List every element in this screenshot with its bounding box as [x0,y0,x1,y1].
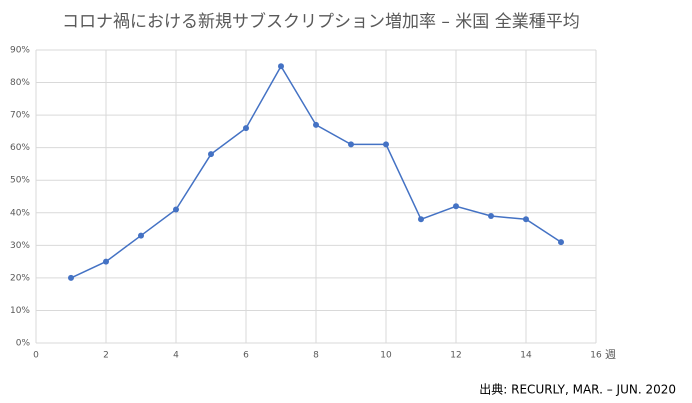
x-axis-label: 週 [605,348,616,361]
point [488,213,494,220]
x-tick-label: 14 [520,351,532,361]
point [348,141,354,148]
x-tick-label: 0 [33,351,39,361]
x-tick-label: 10 [380,351,392,361]
point [103,258,109,265]
x-tick-label: 6 [243,351,249,361]
point [173,206,179,213]
point [278,63,284,70]
y-tick-label: 0% [16,339,31,349]
y-tick-label: 60% [10,143,30,153]
x-tick-label: 8 [313,351,319,361]
source-note: 出典: RECURLY, MAR. – JUN. 2020 [479,383,676,397]
y-tick-label: 90% [10,46,30,56]
point [453,203,459,210]
point [68,274,74,281]
x-tick-label: 4 [173,351,179,361]
x-tick-label: 12 [450,351,461,361]
point [523,216,529,223]
x-tick-label: 16 [590,351,602,361]
y-tick-label: 40% [10,208,30,218]
point [418,216,424,223]
y-tick-label: 20% [10,273,30,283]
point [313,121,319,128]
y-tick-label: 30% [10,241,30,251]
y-tick-label: 80% [10,78,30,88]
point [138,232,144,239]
chart-title: コロナ禍における新規サブスクリプション増加率 – 米国 全業種平均 [62,11,580,32]
x-tick-label: 2 [103,351,109,361]
y-tick-label: 70% [10,111,30,121]
point [383,141,389,148]
point [558,239,564,246]
point [243,125,249,132]
point [208,151,214,158]
y-tick-label: 50% [10,176,30,186]
y-tick-label: 10% [10,306,30,316]
